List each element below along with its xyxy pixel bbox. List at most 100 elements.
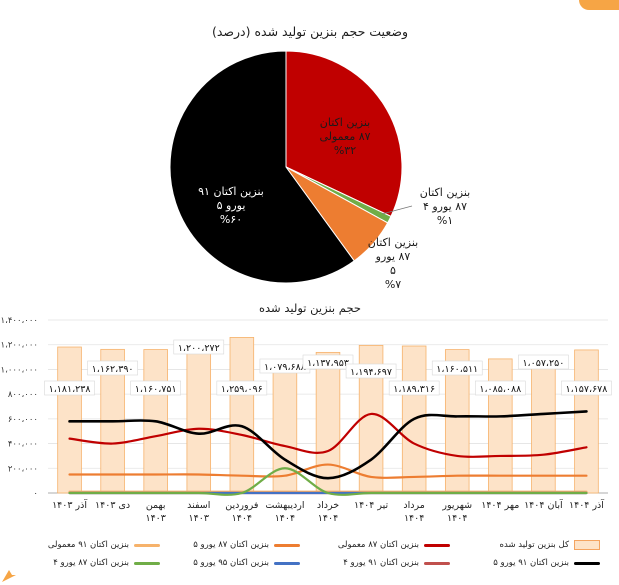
series-line-3 (68, 410, 588, 480)
legend-label: بنزین اکتان ۹۱ یورو ۴ (343, 558, 419, 568)
combo-chart: ۰ ۲۰۰،۰۰۰ ۴۰۰،۰۰۰ ۶۰۰،۰۰۰ ۸۰۰،۰۰۰ ۱،۰۰۰،۰۰۰ ۱،… (1, 316, 612, 524)
series-line-6 (68, 467, 588, 496)
data-label-11: ۱،۰۵۷،۲۵۰ (518, 354, 569, 370)
pie-chart (169, 50, 413, 284)
pie-label-red-line2: ۸۷ معمولی (319, 130, 371, 143)
data-label-text: ۱،۱۶۰،۷۵۱ (135, 384, 177, 395)
x-tick-label: تیر ۱۴۰۴ (354, 500, 389, 511)
pie-label-orange-line1: بنزین اکتان (367, 236, 419, 249)
legend-item-0: کل بنزین تولید شده (500, 540, 600, 550)
legend-swatch (134, 543, 160, 547)
x-tick-label: ۱۴۰۴ (318, 513, 338, 524)
data-label-text: ۱،۱۹۴،۶۹۷ (350, 367, 392, 378)
pie-label-green: بنزین اکتان ۸۷ یورو ۴ %۱ (410, 186, 480, 228)
data-label-box (130, 380, 181, 396)
data-label-4: ۱،۲۵۹،۰۹۶ (216, 380, 268, 396)
pie-label-green-line3: %۱ (436, 214, 454, 227)
pie-leader-line (381, 205, 413, 215)
data-label-box (216, 380, 268, 396)
bar-total-3 (186, 344, 212, 494)
x-tick-label: ۱۴۰۳ (189, 513, 209, 524)
data-label-8: ۱،۱۸۹،۳۱۶ (388, 380, 440, 396)
pie-slice-3 (169, 50, 355, 284)
data-label-2: ۱،۱۶۰،۷۵۱ (130, 380, 181, 396)
legend-item-5: بنزین اکتان ۹۱ یورو ۴ (343, 558, 450, 568)
bar-total-6 (315, 351, 341, 494)
y-tick-label: ۲۰۰،۰۰۰ (8, 464, 38, 474)
x-tick-label: اسفند (187, 500, 210, 511)
x-tick-label: فروردین (225, 500, 258, 511)
data-label-text: ۱،۰۸۵،۰۸۸ (479, 384, 521, 395)
pie-label-red-line1: بنزین اکتان (319, 116, 371, 129)
legend-swatch (574, 540, 600, 550)
legend-swatch (424, 561, 450, 565)
pie-label-orange-line3: ۵ (390, 264, 396, 277)
data-label-text: ۱،۱۸۱،۲۳۸ (49, 384, 91, 395)
bar-total-10 (488, 358, 513, 494)
x-tick-label: بهمن (146, 500, 166, 511)
data-label-box (431, 360, 483, 376)
bar-total-0 (57, 346, 82, 494)
data-label-text: ۱،۱۵۷،۶۷۸ (566, 384, 608, 395)
legend-swatch (424, 543, 450, 547)
pie-label-green-line2: ۸۷ یورو ۴ (422, 200, 468, 213)
series-line-0 (68, 412, 588, 458)
data-label-box (345, 363, 397, 379)
bar-total-11 (531, 361, 556, 494)
x-tick-label: دی ۱۴۰۳ (95, 500, 130, 511)
pie-label-black-line3: %۶۰ (219, 213, 243, 226)
pie-label-black: بنزین اکتان ۹۱ یورو ۵ %۶۰ (186, 185, 276, 227)
pie-label-black-line2: یورو ۵ (216, 199, 246, 212)
pie-chart-title: وضعیت حجم بنزین تولید شده (درصد) (211, 24, 409, 39)
legend-label: بنزین اکتان ۸۷ یورو ۵ (193, 540, 269, 550)
pie-label-orange: بنزین اکتان ۸۷ یورو ۵ %۷ (358, 236, 428, 292)
legend-item-4: بنزین اکتان ۹۱ یورو ۵ (493, 558, 600, 568)
legend-label: بنزین اکتان ۸۷ یورو ۴ (53, 558, 129, 568)
data-label-box (302, 354, 354, 370)
data-label-text: ۱،۱۳۷،۹۵۳ (307, 358, 349, 369)
data-label-box (518, 354, 569, 370)
data-label-0: ۱،۱۸۱،۲۳۸ (44, 380, 95, 396)
pie-slice-0 (285, 50, 403, 218)
x-tick-label: مرداد (403, 500, 424, 511)
data-label-box (173, 339, 225, 355)
legend-swatch (134, 561, 160, 565)
legend-item-6: بنزین اکتان ۹۵ یورو ۵ (193, 558, 300, 568)
x-tick-label: آبان ۱۴۰۴ (524, 498, 563, 511)
y-tick-label: ۱،۲۰۰،۰۰۰ (1, 341, 38, 351)
legend-label: بنزین اکتان ۹۱ معمولی (47, 540, 129, 550)
bar-total-4 (229, 337, 255, 494)
legend-swatch (574, 561, 600, 565)
series-line-1 (68, 463, 588, 479)
pie-label-orange-line2: ۸۷ یورو (358, 250, 428, 264)
top-bar (0, 0, 619, 12)
data-label-box (475, 380, 526, 396)
data-label-text: ۱،۱۶۰،۵۱۱ (436, 364, 478, 375)
legend-label: کل بنزین تولید شده (499, 540, 569, 550)
data-label-text: ۱،۲۰۰،۲۷۲ (178, 343, 220, 354)
x-tick-label: ۱۴۰۴ (275, 513, 295, 524)
data-label-7: ۱،۱۹۴،۶۹۷ (345, 363, 397, 379)
legend-item-1: بنزین اکتان ۸۷ معمولی (338, 540, 450, 550)
data-label-text: ۱،۱۸۹،۳۱۶ (393, 384, 435, 395)
data-label-6: ۱،۱۳۷،۹۵۳ (302, 354, 354, 370)
x-tick-label: شهریور (441, 500, 472, 511)
pie-label-orange-line2a: ۸۷ یورو (375, 250, 411, 263)
legend-swatch (274, 561, 300, 565)
y-tick-label: ۴۰۰،۰۰۰ (8, 440, 38, 450)
data-label-text: ۱،۲۵۹،۰۹۶ (221, 384, 263, 395)
y-tick-label: ۰ (33, 489, 38, 499)
legend-label: بنزین اکتان ۹۱ یورو ۵ (493, 558, 569, 568)
y-tick-label: ۱،۰۰۰،۰۰۰ (1, 365, 38, 375)
data-label-box (388, 380, 440, 396)
pie-label-red-line3: %۳۲ (333, 144, 357, 157)
x-tick-label: ۱۴۰۴ (404, 513, 424, 524)
bar-total-12 (574, 349, 599, 494)
legend-item-7: بنزین اکتان ۸۷ یورو ۴ (53, 558, 160, 568)
pie-label-black-line1: بنزین اکتان ۹۱ (198, 185, 264, 198)
legend-item-3: بنزین اکتان ۹۱ معمولی (48, 540, 160, 550)
data-label-box (561, 380, 612, 396)
legend-swatch (274, 543, 300, 547)
data-label-9: ۱،۱۶۰،۵۱۱ (431, 360, 483, 376)
top-bar-accent (579, 0, 619, 10)
